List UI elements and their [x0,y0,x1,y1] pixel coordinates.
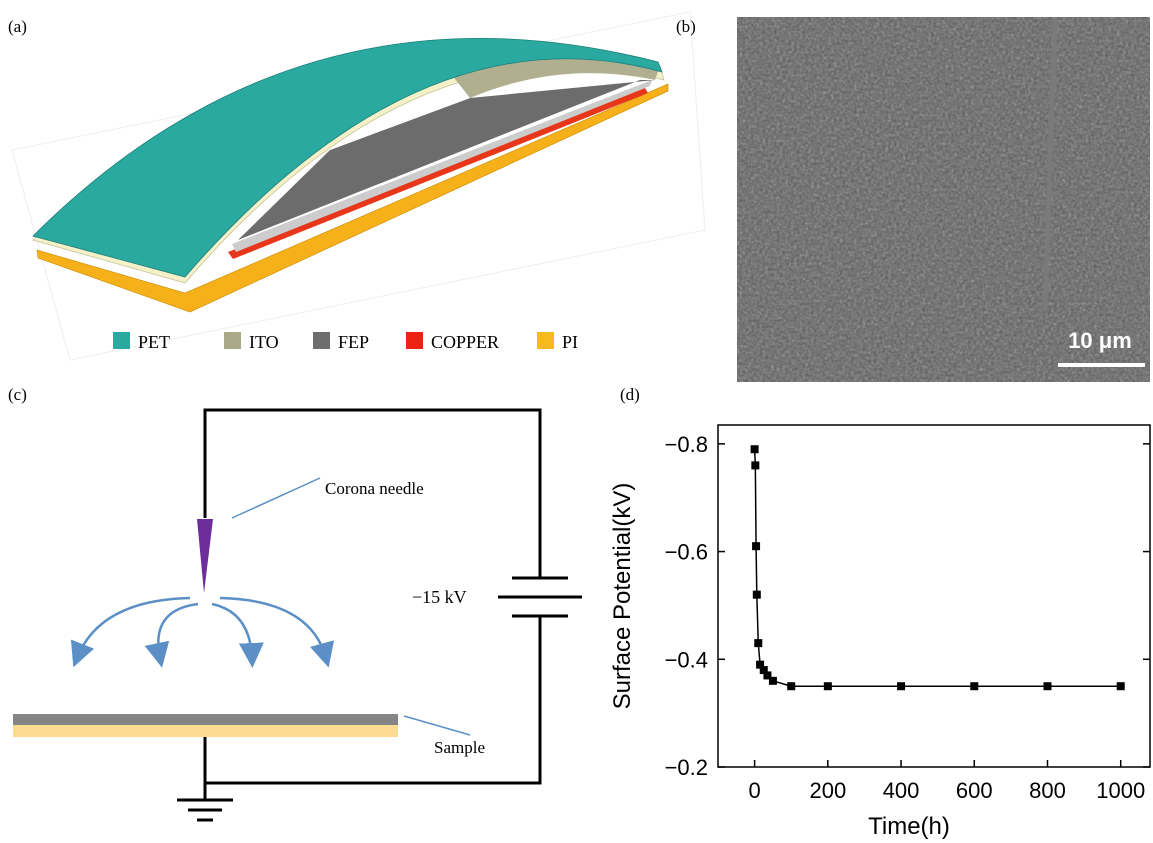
marker [970,682,978,690]
y-tick-label: −0.6 [665,540,708,565]
panel-label: (d) [620,385,640,404]
legend-swatch [113,332,130,349]
x-tick-label: 400 [883,778,920,803]
marker [769,677,777,685]
legend-label: PI [562,332,578,352]
marker [751,445,759,453]
legend-swatch [224,332,241,349]
x-tick-label: 600 [956,778,993,803]
marker [1117,682,1125,690]
y-axis-label: Surface Potential(kV) [609,483,636,710]
legend-swatch [313,332,330,349]
plot-frame [718,425,1150,767]
legend-label: FEP [338,332,369,352]
x-axis-label: Time(h) [868,813,950,840]
legend-swatch [537,332,554,349]
marker [753,591,761,599]
marker [754,639,762,647]
legend-label: PET [138,332,170,352]
circuit [177,410,582,820]
annotation: Corona needle [325,479,424,498]
panel-label: (b) [676,17,696,36]
x-tick-label: 200 [809,778,846,803]
panel-label: (a) [8,17,27,36]
marker [1043,682,1051,690]
legend-label: ITO [249,332,279,352]
needle [197,519,213,593]
annotation: −15 kV [412,587,467,607]
marker [897,682,905,690]
y-tick-label: −0.8 [665,432,708,457]
marker [787,682,795,690]
sem-image: 10 μm [737,17,1150,382]
sample-pi [13,725,398,737]
sample-fep [13,714,398,725]
x-tick-label: 0 [748,778,760,803]
y-tick-label: −0.2 [665,755,708,780]
legend-swatch [406,332,423,349]
panel-label: (c) [8,385,27,404]
x-tick-label: 800 [1029,778,1066,803]
figure: (a) PET ITO FEP COPPER PI (b) 10 μm (c) [0,0,1153,843]
marker [751,461,759,469]
x-tick-label: 1000 [1096,778,1145,803]
annotation: Sample [434,738,485,757]
marker [752,542,760,550]
data-line [755,449,1121,686]
device-illustration [33,38,668,312]
scale-label: 10 μm [1068,328,1132,353]
marker [824,682,832,690]
legend-label: COPPER [431,332,499,352]
y-tick-label: −0.4 [665,647,708,672]
